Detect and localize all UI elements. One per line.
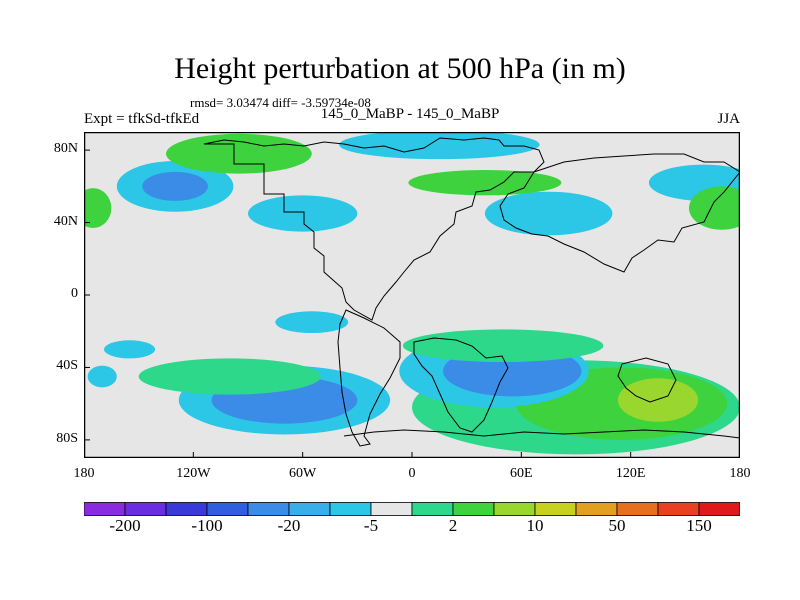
x-tick-label: 60W bbox=[289, 466, 317, 481]
y-tick-label: 80N bbox=[53, 141, 78, 157]
colorbar-swatch bbox=[452, 502, 495, 516]
colorbar-swatch bbox=[247, 502, 290, 516]
colorbar-swatch bbox=[698, 502, 740, 516]
colorbar-swatch bbox=[657, 502, 700, 516]
colorbar-label: 150 bbox=[686, 516, 712, 535]
colorbar-swatch bbox=[288, 502, 331, 516]
colorbar-swatch bbox=[616, 502, 659, 516]
anomaly-region bbox=[688, 186, 740, 230]
north-america-outline bbox=[203, 137, 545, 321]
anomaly-region bbox=[142, 171, 208, 201]
colorbar bbox=[84, 502, 740, 516]
x-tick-label: 120E bbox=[615, 466, 646, 481]
season-label: JJA bbox=[717, 111, 740, 127]
axis-ticks bbox=[84, 149, 740, 458]
anomaly-region bbox=[248, 195, 358, 232]
y-tick-label: 40N bbox=[53, 213, 78, 229]
x-tick-label: 180 bbox=[729, 466, 751, 481]
x-tick-label: 120W bbox=[176, 466, 211, 481]
antarctica-outline bbox=[343, 429, 740, 439]
anomaly-region bbox=[84, 188, 112, 228]
chart-title: Height perturbation at 500 hPa (in m) bbox=[174, 52, 626, 85]
colorbar-swatch bbox=[370, 502, 413, 516]
colorbar-swatch bbox=[575, 502, 618, 516]
colorbar-label: -100 bbox=[191, 516, 223, 535]
stats-label: rmsd= 3.03474 diff= -3.59734e-08 bbox=[190, 95, 371, 110]
x-tick-label: 180 bbox=[73, 466, 95, 481]
case-label: 145_0_MaBP - 145_0_MaBP bbox=[320, 106, 500, 122]
contour-map bbox=[84, 132, 740, 458]
eurasia-outline bbox=[499, 153, 740, 273]
colorbar-label: 2 bbox=[448, 516, 458, 535]
colorbar-label: 50 bbox=[608, 516, 626, 535]
colorbar-label: 10 bbox=[526, 516, 544, 535]
colorbar-swatch bbox=[84, 502, 126, 516]
colorbar-label: -200 bbox=[109, 516, 141, 535]
colorbar-swatch bbox=[534, 502, 577, 516]
colorbar-swatch bbox=[411, 502, 454, 516]
colorbar-label: -20 bbox=[277, 516, 301, 535]
anomaly-region bbox=[104, 340, 156, 359]
colorbar-swatch bbox=[165, 502, 208, 516]
colorbar-label: -5 bbox=[363, 516, 379, 535]
y-tick-label: 40S bbox=[56, 358, 78, 374]
anomaly-region bbox=[617, 378, 699, 422]
x-tick-label: 60E bbox=[510, 466, 533, 481]
south-america-outline bbox=[337, 309, 401, 447]
anomaly-region bbox=[87, 365, 117, 388]
anomaly-region bbox=[275, 311, 349, 334]
colorbar-swatch bbox=[124, 502, 167, 516]
africa-outline bbox=[413, 337, 509, 433]
experiment-label: Expt = tfkSd-tfkEd bbox=[84, 111, 200, 127]
y-tick-label: 80S bbox=[56, 430, 78, 446]
x-tick-label: 0 bbox=[408, 466, 416, 481]
anomaly-region bbox=[166, 133, 312, 174]
australia-outline bbox=[617, 357, 677, 403]
anomaly-region bbox=[402, 329, 604, 363]
y-tick-label: 0 bbox=[71, 286, 78, 301]
colorbar-swatch bbox=[493, 502, 536, 516]
anomaly-region bbox=[408, 170, 562, 196]
colorbar-swatch bbox=[329, 502, 372, 516]
anomaly-region bbox=[138, 358, 321, 395]
anomaly-region bbox=[484, 191, 613, 236]
anomaly-regions bbox=[84, 132, 740, 455]
coastlines bbox=[203, 137, 740, 447]
colorbar-swatch bbox=[206, 502, 249, 516]
